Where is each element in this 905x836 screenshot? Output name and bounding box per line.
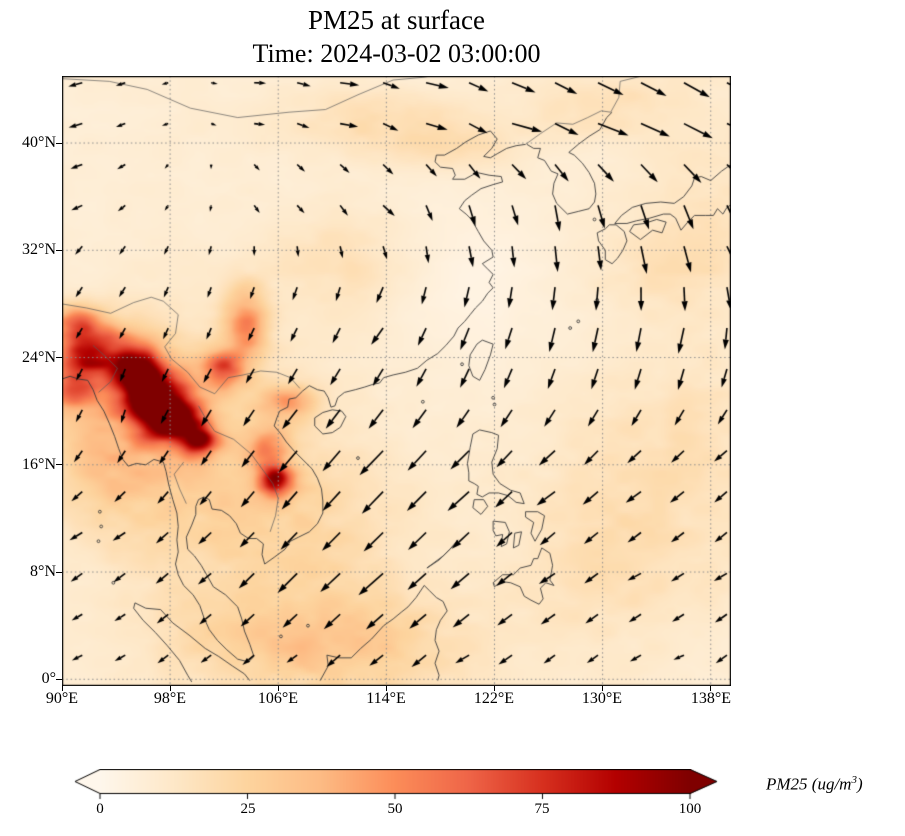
colorbar-label: PM25 (ug/m3) xyxy=(766,774,863,795)
x-tick-label: 106°E xyxy=(257,690,299,707)
axis-tick-mark xyxy=(169,686,171,691)
colorbar-label-close: ) xyxy=(856,774,863,794)
y-tick-label: 8°N xyxy=(30,563,56,580)
axis-tick-mark xyxy=(710,686,712,691)
y-tick-label: 32°N xyxy=(22,241,56,258)
colorbar-tick-label: 50 xyxy=(387,801,403,817)
colorbar-tick-label: 25 xyxy=(240,801,256,817)
x-tick-label: 138°E xyxy=(690,690,732,707)
axis-tick-mark xyxy=(385,686,387,691)
axis-tick-mark xyxy=(56,249,62,251)
axis-tick-mark xyxy=(61,686,63,691)
colorbar-tick-label: 0 xyxy=(96,801,104,817)
map-plot xyxy=(62,76,731,686)
axis-tick-mark xyxy=(56,678,62,680)
colorbar-tick-label: 75 xyxy=(534,801,550,817)
colorbar-tick-label: 100 xyxy=(678,801,702,817)
axis-tick-mark xyxy=(56,571,62,573)
x-tick-label: 98°E xyxy=(153,690,187,707)
y-tick-label: 40°N xyxy=(22,134,56,151)
x-tick-label: 130°E xyxy=(581,690,623,707)
axis-tick-mark xyxy=(56,142,62,144)
colorbar xyxy=(73,769,719,800)
axis-tick-mark xyxy=(493,686,495,691)
y-tick-label: 24°N xyxy=(22,349,56,366)
axis-tick-mark xyxy=(56,464,62,466)
axis-tick-mark xyxy=(602,686,604,691)
x-tick-label: 114°E xyxy=(366,690,406,707)
colorbar-label-superscript: 3 xyxy=(851,774,857,786)
axis-tick-mark xyxy=(56,357,62,359)
y-tick-label: 0° xyxy=(41,670,56,687)
y-tick-label: 16°N xyxy=(22,456,56,473)
chart-title: PM25 at surface xyxy=(308,5,485,35)
axis-tick-mark xyxy=(277,686,279,691)
colorbar-label-text: PM25 (ug/m xyxy=(766,774,852,794)
x-tick-label: 122°E xyxy=(473,690,515,707)
chart-subtitle: Time: 2024-03-02 03:00:00 xyxy=(252,39,541,68)
x-tick-label: 90°E xyxy=(45,690,79,707)
